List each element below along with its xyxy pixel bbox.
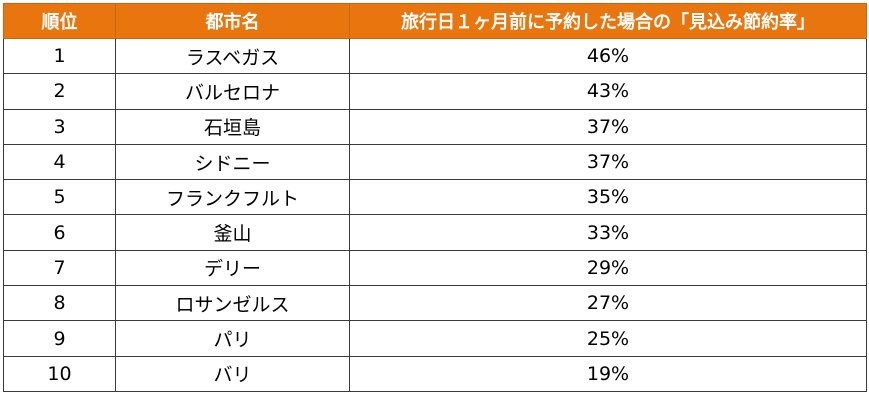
rate-cell: 27%: [349, 285, 867, 322]
table-row: 4 シドニー 37%: [3, 143, 867, 181]
rank-cell: 9: [3, 320, 116, 357]
rate-cell: 33%: [349, 214, 867, 251]
header-savings-rate: 旅行日１ヶ月前に予約した場合の「見込み節約率」: [349, 3, 867, 39]
rate-cell: 37%: [349, 143, 867, 181]
city-cell: フランクフルト: [115, 179, 350, 216]
rank-cell: 8: [3, 285, 116, 322]
table-row: 7 デリー 29%: [3, 249, 867, 287]
header-rank: 順位: [3, 3, 116, 39]
city-cell: デリー: [115, 249, 350, 287]
table-row: 3 石垣島 37%: [3, 108, 867, 145]
table-row: 9 パリ 25%: [3, 320, 867, 357]
rank-cell: 4: [3, 143, 116, 181]
city-cell: バリ: [115, 355, 350, 392]
ranking-table: 順位 都市名 旅行日１ヶ月前に予約した場合の「見込み節約率」 1 ラスベガス 4…: [3, 3, 867, 392]
rate-cell: 46%: [349, 37, 867, 75]
rate-cell: 29%: [349, 249, 867, 287]
table-row: 5 フランクフルト 35%: [3, 179, 867, 216]
rank-cell: 2: [3, 73, 116, 110]
table-row: 6 釜山 33%: [3, 214, 867, 251]
rank-cell: 3: [3, 108, 116, 145]
rate-cell: 43%: [349, 73, 867, 110]
city-cell: 釜山: [115, 214, 350, 251]
rank-cell: 5: [3, 179, 116, 216]
table-row: 8 ロサンゼルス 27%: [3, 285, 867, 322]
rank-cell: 7: [3, 249, 116, 287]
rank-cell: 6: [3, 214, 116, 251]
city-cell: ロサンゼルス: [115, 285, 350, 322]
rank-cell: 1: [3, 37, 116, 75]
rate-cell: 19%: [349, 355, 867, 392]
city-cell: ラスベガス: [115, 37, 350, 75]
rank-cell: 10: [3, 355, 116, 392]
city-cell: パリ: [115, 320, 350, 357]
city-cell: シドニー: [115, 143, 350, 181]
rate-cell: 37%: [349, 108, 867, 145]
rate-cell: 35%: [349, 179, 867, 216]
header-row: 順位 都市名 旅行日１ヶ月前に予約した場合の「見込み節約率」: [3, 3, 867, 39]
city-cell: 石垣島: [115, 108, 350, 145]
table-row: 2 バルセロナ 43%: [3, 73, 867, 110]
rate-cell: 25%: [349, 320, 867, 357]
table-row: 1 ラスベガス 46%: [3, 37, 867, 75]
city-cell: バルセロナ: [115, 73, 350, 110]
header-city: 都市名: [115, 3, 350, 39]
table-row: 10 バリ 19%: [3, 355, 867, 392]
